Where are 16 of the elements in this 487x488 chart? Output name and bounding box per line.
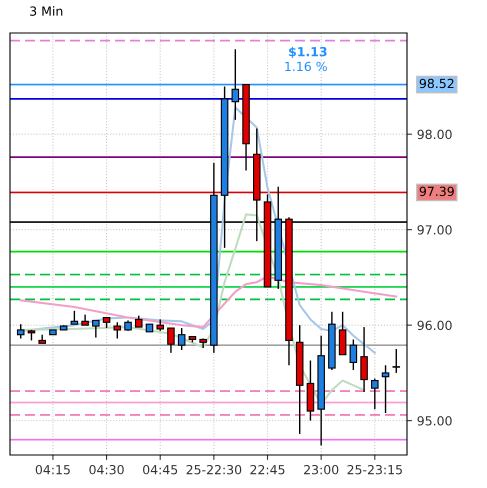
annotation: $1.13 (289, 46, 327, 58)
x-tick-label: 25-22:30 (186, 464, 242, 474)
y-tick-label: 96.00 (418, 320, 452, 330)
y-tick-label: 98.00 (418, 130, 452, 140)
ref-line-label: 98.52 (420, 78, 454, 88)
ref-line-label: 97.39 (420, 186, 454, 196)
x-tick-label: 25-23:15 (348, 464, 402, 474)
x-tick-label: 04:30 (89, 464, 124, 474)
x-tick-label: 22:45 (250, 464, 284, 474)
x-tick-label: 04:15 (36, 464, 70, 474)
annotation: 1.16 % (285, 62, 327, 72)
y-tick-label: 95.00 (418, 416, 452, 426)
x-tick-label: 23:00 (304, 464, 338, 474)
chart-title: 3 Min (30, 6, 62, 16)
y-tick-label: 97.00 (418, 225, 452, 235)
x-tick-label: 04:45 (143, 464, 178, 474)
